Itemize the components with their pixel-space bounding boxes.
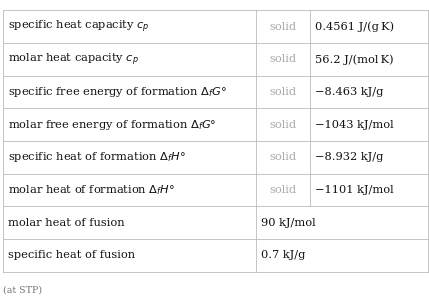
Text: solid: solid (269, 54, 297, 64)
Text: specific free energy of formation $\Delta_f G°$: specific free energy of formation $\Delt… (8, 85, 227, 99)
Text: solid: solid (269, 152, 297, 162)
Text: molar heat of fusion: molar heat of fusion (8, 218, 124, 228)
Text: −1043 kJ/mol: −1043 kJ/mol (315, 120, 394, 130)
Text: 90 kJ/mol: 90 kJ/mol (261, 218, 316, 228)
Text: molar heat capacity $c_p$: molar heat capacity $c_p$ (8, 51, 139, 68)
Text: molar heat of formation $\Delta_f H°$: molar heat of formation $\Delta_f H°$ (8, 183, 175, 197)
Text: specific heat of fusion: specific heat of fusion (8, 250, 135, 260)
Text: 0.4561 J/(g K): 0.4561 J/(g K) (315, 21, 394, 32)
Text: −1101 kJ/mol: −1101 kJ/mol (315, 185, 394, 195)
Text: 56.2 J/(mol K): 56.2 J/(mol K) (315, 54, 394, 65)
Text: −8.463 kJ/g: −8.463 kJ/g (315, 87, 384, 97)
Text: specific heat capacity $c_p$: specific heat capacity $c_p$ (8, 18, 149, 35)
Text: solid: solid (269, 185, 297, 195)
Text: specific heat of formation $\Delta_f H°$: specific heat of formation $\Delta_f H°$ (8, 150, 185, 165)
Text: solid: solid (269, 120, 297, 130)
Text: molar free energy of formation $\Delta_f G°$: molar free energy of formation $\Delta_f… (8, 118, 216, 132)
Text: (at STP): (at STP) (3, 285, 42, 294)
Text: 0.7 kJ/g: 0.7 kJ/g (261, 250, 305, 260)
Text: solid: solid (269, 87, 297, 97)
Text: −8.932 kJ/g: −8.932 kJ/g (315, 152, 384, 162)
Text: solid: solid (269, 22, 297, 32)
